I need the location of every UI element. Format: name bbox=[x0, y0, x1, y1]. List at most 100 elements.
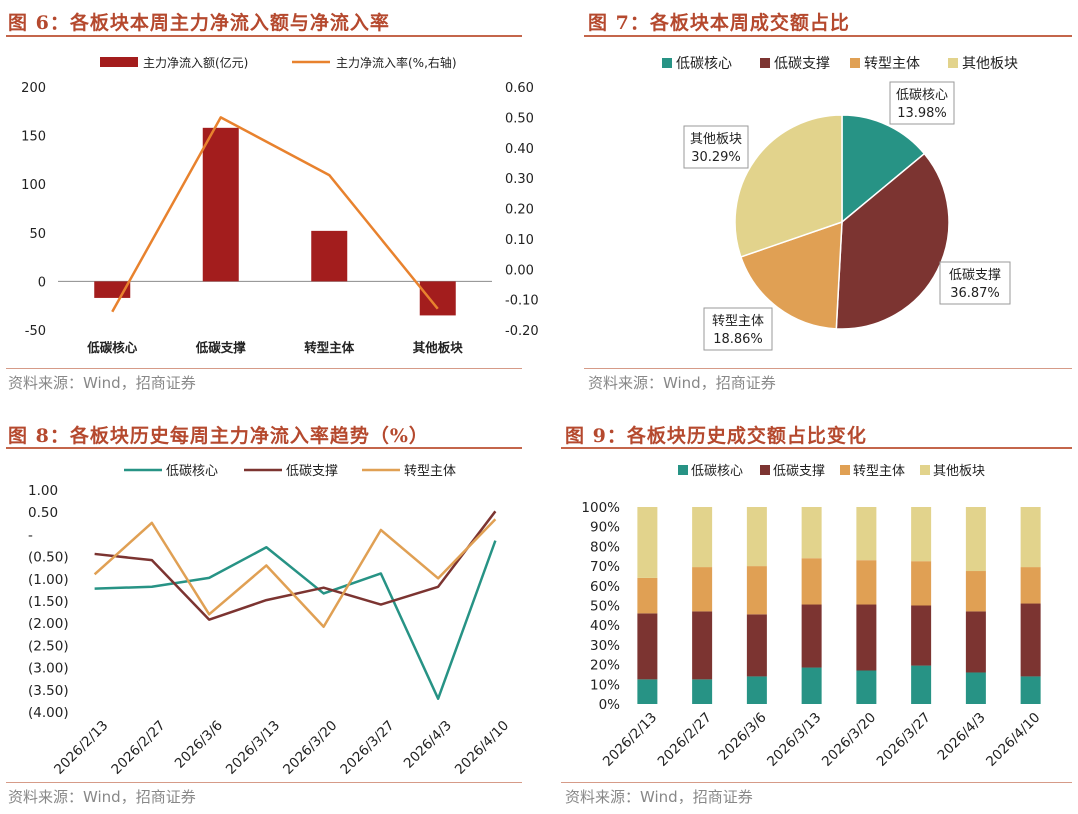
fig9-title-rule bbox=[561, 447, 1072, 449]
fig9-stack-segment bbox=[856, 604, 877, 671]
fig9-stack-segment bbox=[911, 665, 932, 704]
fig9-y-tick-label: 10% bbox=[590, 677, 620, 693]
fig8-y-tick-label: 1.00 bbox=[28, 483, 58, 499]
fig8-series-line bbox=[94, 540, 497, 700]
fig7-callout-name: 其他板块 bbox=[690, 132, 742, 147]
fig6-legend-label-line: 主力净流入率(%,右轴) bbox=[336, 55, 457, 70]
fig9-stack-segment bbox=[637, 577, 658, 614]
fig6-right-tick-label: 0.50 bbox=[505, 111, 534, 126]
fig9-title: 图 9：各板块历史成交额占比变化 bbox=[565, 425, 867, 447]
fig9-stack-segment bbox=[746, 614, 767, 677]
fig9-x-tick-label: 2026/2/27 bbox=[655, 710, 715, 770]
fig9-stack-segment bbox=[856, 670, 877, 704]
fig9-x-tick-label: 2026/3/27 bbox=[874, 710, 934, 770]
fig8-y-tick-label: (3.50) bbox=[28, 683, 69, 699]
fig8-series-line bbox=[93, 518, 497, 629]
fig7-pie-slice bbox=[734, 114, 843, 258]
fig7-legend-label: 其他板块 bbox=[962, 56, 1018, 72]
fig7-callout-value: 36.87% bbox=[950, 286, 1000, 301]
fig9-stack-segment bbox=[746, 507, 767, 567]
fig7-legend-label: 转型主体 bbox=[864, 56, 920, 72]
fig8-y-tick-label: (2.50) bbox=[28, 638, 69, 654]
fig9-stack-segment bbox=[1020, 507, 1041, 568]
fig6-left-tick-label: 200 bbox=[21, 81, 46, 96]
fig8-x-tick-label: 2026/3/27 bbox=[337, 718, 397, 778]
fig6-title: 图 6：各板块本周主力净流入额与净流入率 bbox=[8, 12, 390, 34]
fig8-source-rule bbox=[6, 782, 522, 783]
fig6-bar bbox=[202, 127, 239, 282]
fig7-title: 图 7：各板块本周成交额占比 bbox=[588, 12, 850, 34]
fig8-y-tick-label: (3.00) bbox=[28, 661, 69, 677]
fig8-x-tick-label: 2026/3/6 bbox=[172, 718, 226, 772]
fig7-legend-swatch bbox=[948, 58, 958, 68]
fig7-callout-name: 转型主体 bbox=[712, 314, 764, 329]
fig9-stack-segment bbox=[1020, 603, 1041, 677]
fig6-right-tick-label: -0.10 bbox=[505, 294, 539, 309]
fig9-stack-segment bbox=[801, 604, 822, 668]
fig9-x-tick-label: 2026/3/13 bbox=[764, 710, 824, 770]
fig7-callout-box bbox=[939, 261, 1011, 305]
fig9-stack-segment bbox=[637, 507, 658, 578]
fig9-x-tick-label: 2026/4/10 bbox=[983, 710, 1043, 770]
fig7-legend-swatch bbox=[850, 58, 860, 68]
fig9-stack-segment bbox=[911, 605, 932, 666]
fig8-y-tick-label: - bbox=[28, 527, 33, 543]
fig9-x-tick-label: 2026/3/6 bbox=[716, 710, 770, 764]
fig8-y-tick-label: (1.00) bbox=[28, 572, 69, 588]
fig9-source: 资料来源：Wind，招商证券 bbox=[565, 788, 753, 806]
fig8-series-line bbox=[94, 510, 497, 621]
fig7-callout-name: 低碳支撑 bbox=[949, 268, 1001, 283]
fig9-y-tick-label: 90% bbox=[590, 520, 620, 536]
fig9-stack-segment bbox=[746, 676, 767, 704]
fig6-category-label: 其他板块 bbox=[413, 340, 464, 355]
fig9-stack-segment bbox=[746, 566, 767, 615]
fig9-source-rule bbox=[561, 782, 1072, 783]
fig6-legend-swatch-bar bbox=[100, 57, 138, 67]
fig8-y-tick-label: (2.00) bbox=[28, 616, 69, 632]
fig8-legend-label: 低碳核心 bbox=[166, 464, 218, 479]
fig9-legend-label: 低碳核心 bbox=[691, 464, 743, 479]
fig8-y-tick-label: (1.50) bbox=[28, 594, 69, 610]
fig9-stack-segment bbox=[911, 507, 932, 562]
fig9-stack-segment bbox=[692, 567, 713, 612]
fig6-right-tick-label: 0.60 bbox=[505, 81, 534, 96]
fig9-y-tick-label: 70% bbox=[590, 559, 620, 575]
fig6-right-tick-label: 0.20 bbox=[505, 203, 534, 218]
fig6-right-tick-label: 0.30 bbox=[505, 172, 534, 187]
fig6-right-tick-label: 0.40 bbox=[505, 142, 534, 157]
fig8-title-rule bbox=[6, 447, 522, 449]
fig6-chart: 主力净流入额(亿元) 主力净流入率(%,右轴) 200 150 100 50 0 -50 0.6… bbox=[21, 55, 538, 355]
fig9-legend-label: 低碳支撑 bbox=[773, 464, 825, 479]
fig9-stack-segment bbox=[1020, 676, 1041, 704]
fig8-x-tick-label: 2026/2/13 bbox=[51, 718, 111, 778]
fig7-callout-name: 低碳核心 bbox=[896, 88, 948, 103]
fig7-callout-value: 30.29% bbox=[691, 150, 741, 165]
fig7-legend-label: 低碳支撑 bbox=[774, 56, 830, 72]
fig9-y-tick-label: 0% bbox=[599, 697, 621, 713]
fig6-left-tick-label: -50 bbox=[25, 324, 46, 339]
fig6-category-label: 低碳支撑 bbox=[195, 340, 247, 355]
fig9-stack-segment bbox=[856, 507, 877, 561]
fig8-y-tick-label: (4.00) bbox=[28, 705, 69, 721]
fig9-x-tick-label: 2026/3/20 bbox=[819, 710, 879, 770]
fig8-source: 资料来源：Wind，招商证券 bbox=[8, 788, 196, 806]
fig9-stack-segment bbox=[801, 507, 822, 559]
fig9-stack-segment bbox=[801, 558, 822, 605]
fig7-callout-box bbox=[703, 307, 773, 351]
fig9-stack-segment bbox=[801, 667, 822, 704]
fig9-stack-segment bbox=[856, 560, 877, 605]
fig7-callout-value: 13.98% bbox=[897, 106, 947, 121]
fig9-legend-label: 其他板块 bbox=[933, 464, 985, 479]
fig7-title-rule bbox=[584, 35, 1072, 37]
fig6-rate-line bbox=[111, 116, 439, 313]
fig6-title-rule bbox=[6, 35, 522, 37]
fig8-x-tick-label: 2026/3/20 bbox=[280, 718, 340, 778]
fig6-category-label: 转型主体 bbox=[304, 340, 355, 355]
fig9-stack-segment bbox=[1020, 567, 1041, 604]
fig6-category-label: 低碳核心 bbox=[86, 340, 138, 355]
fig7-legend-swatch bbox=[760, 58, 770, 68]
fig7-source: 资料来源：Wind，招商证券 bbox=[588, 374, 776, 392]
fig9-y-tick-label: 40% bbox=[590, 618, 620, 634]
fig9-y-tick-label: 20% bbox=[590, 658, 620, 674]
fig7-source-rule bbox=[584, 368, 1072, 369]
